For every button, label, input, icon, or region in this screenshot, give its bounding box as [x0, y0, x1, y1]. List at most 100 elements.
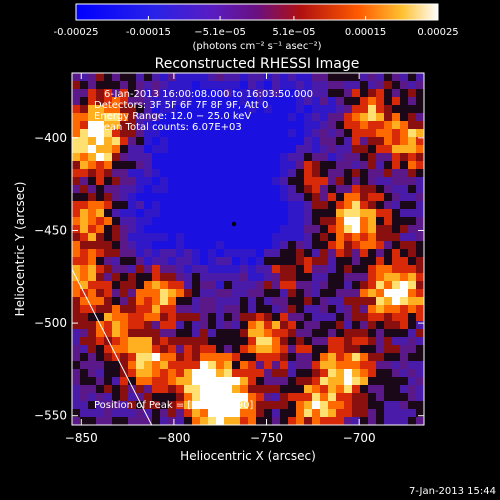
heatmap-cell [360, 137, 369, 146]
heatmap-cell [208, 241, 217, 250]
heatmap-cell [256, 257, 265, 266]
heatmap-cell [312, 81, 321, 90]
heatmap-cell [256, 417, 265, 425]
heatmap-cell [144, 137, 153, 146]
heatmap-cell [152, 393, 161, 402]
heatmap-cell [112, 217, 121, 226]
heatmap-cell [392, 241, 401, 250]
heatmap-cell [96, 361, 105, 370]
heatmap-cell [136, 129, 145, 138]
heatmap-cell [312, 177, 321, 186]
heatmap-cell [280, 377, 289, 386]
heatmap-cell [296, 233, 305, 242]
heatmap-cell [384, 97, 393, 106]
colorbar-tick-label: -0.00015 [126, 27, 171, 38]
heatmap-cell [88, 153, 97, 162]
heatmap-cell [216, 345, 225, 354]
heatmap-cell [416, 153, 424, 162]
heatmap-cell [128, 249, 137, 258]
heatmap-cell [208, 185, 217, 194]
heatmap-cell [304, 185, 313, 194]
heatmap-cell [144, 153, 153, 162]
heatmap-cell [368, 353, 377, 362]
heatmap-cell [304, 297, 313, 306]
heatmap-cell [400, 233, 409, 242]
heatmap-cell [120, 337, 129, 346]
heatmap-cell [72, 337, 81, 346]
heatmap-cell [384, 265, 393, 274]
heatmap-cell [360, 265, 369, 274]
heatmap-cell [304, 345, 313, 354]
heatmap-cell [80, 281, 89, 290]
heatmap-cell [360, 241, 369, 250]
heatmap-cell [88, 369, 97, 378]
heatmap-cell [376, 385, 385, 394]
heatmap-cell [152, 201, 161, 210]
heatmap-cell [72, 193, 81, 202]
heatmap-cell [352, 257, 361, 266]
heatmap-cell [392, 233, 401, 242]
heatmap-cell [96, 137, 105, 146]
heatmap-cell [88, 209, 97, 218]
heatmap-cell [184, 361, 193, 370]
heatmap-cell [336, 169, 345, 178]
heatmap-cell [96, 169, 105, 178]
heatmap-cell [96, 217, 105, 226]
heatmap-cell [280, 177, 289, 186]
heatmap-cell [352, 81, 361, 90]
heatmap-cell [160, 209, 169, 218]
heatmap-cell [104, 241, 113, 250]
heatmap-cell [128, 289, 137, 298]
heatmap-cell [152, 177, 161, 186]
heatmap-cell [296, 417, 305, 425]
heatmap-cell [352, 225, 361, 234]
heatmap-cell [400, 401, 409, 410]
heatmap-cell [336, 241, 345, 250]
heatmap-cell [136, 225, 145, 234]
heatmap-cell [264, 145, 273, 154]
heatmap-cell [104, 73, 113, 82]
heatmap-cell [320, 377, 329, 386]
heatmap-cell [328, 353, 337, 362]
heatmap-cell [72, 297, 81, 306]
heatmap-cell [88, 321, 97, 330]
heatmap-cell [136, 105, 145, 114]
heatmap-cell [376, 241, 385, 250]
heatmap-cell [144, 273, 153, 282]
heatmap-cell [96, 249, 105, 258]
heatmap-cell [120, 401, 129, 410]
heatmap-cell [272, 377, 281, 386]
heatmap-cell [192, 369, 201, 378]
heatmap-cell [232, 217, 241, 226]
heatmap-cell [408, 217, 417, 226]
heatmap-cell [88, 417, 97, 425]
heatmap-cell [280, 217, 289, 226]
heatmap-cell [160, 233, 169, 242]
heatmap-cell [152, 289, 161, 298]
heatmap-cell [240, 113, 249, 122]
heatmap-cell [112, 353, 121, 362]
heatmap-cell [304, 353, 313, 362]
heatmap-cell [96, 281, 105, 290]
heatmap-cell [208, 153, 217, 162]
heatmap-cell [408, 257, 417, 266]
heatmap-cell [144, 297, 153, 306]
heatmap-cell [200, 337, 209, 346]
heatmap-cell [280, 161, 289, 170]
heatmap-cell [408, 73, 417, 82]
heatmap-cell [312, 169, 321, 178]
heatmap-cell [248, 73, 257, 82]
heatmap-cell [72, 161, 81, 170]
heatmap-cell [416, 177, 424, 186]
heatmap-cell [168, 401, 177, 410]
heatmap-cell [120, 121, 129, 130]
heatmap-cell [240, 145, 249, 154]
heatmap-cell [320, 409, 329, 418]
heatmap-cell [248, 369, 257, 378]
heatmap-cell [416, 257, 424, 266]
heatmap-cell [104, 337, 113, 346]
heatmap-cell [304, 321, 313, 330]
heatmap-cell [112, 137, 121, 146]
heatmap-cell [72, 81, 81, 90]
heatmap-cell [232, 289, 241, 298]
